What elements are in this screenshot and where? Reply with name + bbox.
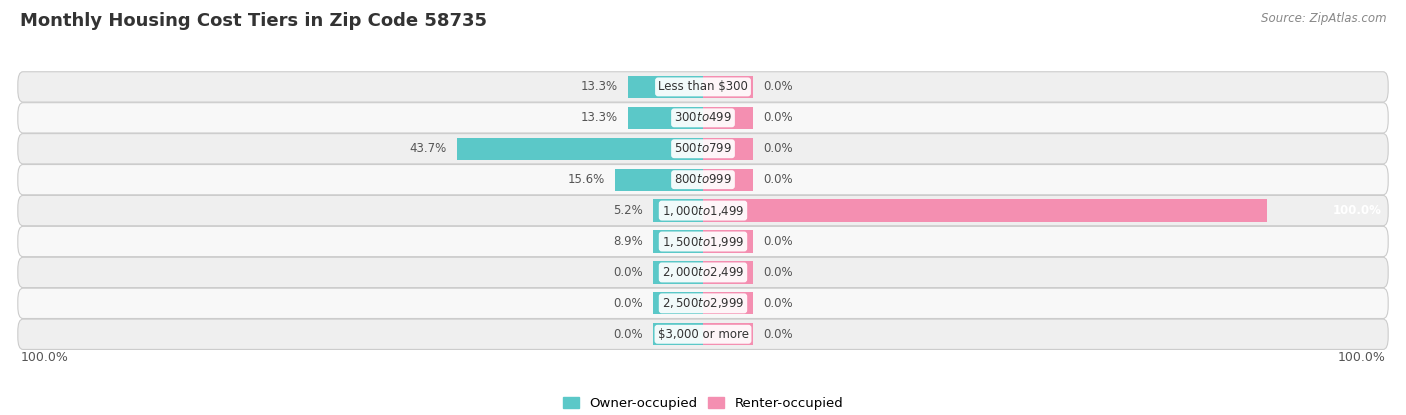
Bar (703, 230, 754, 253)
Text: Source: ZipAtlas.com: Source: ZipAtlas.com (1261, 12, 1386, 25)
Bar (703, 292, 754, 315)
FancyBboxPatch shape (18, 72, 1388, 102)
Bar (628, 107, 703, 129)
FancyBboxPatch shape (18, 164, 1388, 195)
Text: 0.0%: 0.0% (763, 297, 793, 310)
Text: 15.6%: 15.6% (568, 173, 605, 186)
Bar (628, 76, 703, 98)
FancyBboxPatch shape (18, 288, 1388, 318)
Bar (652, 323, 703, 345)
Text: $3,000 or more: $3,000 or more (658, 328, 748, 341)
Text: 0.0%: 0.0% (763, 235, 793, 248)
Text: 0.0%: 0.0% (763, 81, 793, 93)
FancyBboxPatch shape (18, 134, 1388, 164)
Text: Less than $300: Less than $300 (658, 81, 748, 93)
Legend: Owner-occupied, Renter-occupied: Owner-occupied, Renter-occupied (558, 391, 848, 415)
Text: 0.0%: 0.0% (763, 328, 793, 341)
Text: 13.3%: 13.3% (581, 111, 619, 124)
FancyBboxPatch shape (18, 319, 1388, 349)
Text: $300 to $499: $300 to $499 (673, 111, 733, 124)
Text: 0.0%: 0.0% (613, 266, 643, 279)
Bar (652, 230, 703, 253)
Text: 100.0%: 100.0% (1333, 204, 1382, 217)
Bar (703, 76, 754, 98)
Bar (703, 323, 754, 345)
Text: 100.0%: 100.0% (1337, 351, 1386, 364)
Text: 0.0%: 0.0% (763, 142, 793, 155)
Bar (614, 168, 703, 191)
Text: 13.3%: 13.3% (581, 81, 619, 93)
Bar (703, 168, 754, 191)
Text: $800 to $999: $800 to $999 (673, 173, 733, 186)
Text: Monthly Housing Cost Tiers in Zip Code 58735: Monthly Housing Cost Tiers in Zip Code 5… (20, 12, 486, 30)
Text: 100.0%: 100.0% (20, 351, 69, 364)
Text: 43.7%: 43.7% (409, 142, 447, 155)
Bar (703, 138, 754, 160)
Text: $500 to $799: $500 to $799 (673, 142, 733, 155)
Text: 0.0%: 0.0% (613, 297, 643, 310)
Bar (703, 200, 1267, 222)
Bar (652, 292, 703, 315)
Bar (457, 138, 703, 160)
Text: 0.0%: 0.0% (763, 173, 793, 186)
FancyBboxPatch shape (18, 103, 1388, 133)
Text: 0.0%: 0.0% (613, 328, 643, 341)
Bar (652, 261, 703, 283)
Text: 0.0%: 0.0% (763, 266, 793, 279)
FancyBboxPatch shape (18, 257, 1388, 288)
Text: 5.2%: 5.2% (613, 204, 643, 217)
Bar (652, 200, 703, 222)
Text: 0.0%: 0.0% (763, 111, 793, 124)
FancyBboxPatch shape (18, 195, 1388, 226)
FancyBboxPatch shape (18, 226, 1388, 256)
Text: $1,500 to $1,999: $1,500 to $1,999 (662, 234, 744, 249)
Bar (703, 107, 754, 129)
Text: $2,500 to $2,999: $2,500 to $2,999 (662, 296, 744, 310)
Text: $2,000 to $2,499: $2,000 to $2,499 (662, 266, 744, 279)
Text: $1,000 to $1,499: $1,000 to $1,499 (662, 204, 744, 217)
Text: 8.9%: 8.9% (613, 235, 643, 248)
Bar (703, 261, 754, 283)
